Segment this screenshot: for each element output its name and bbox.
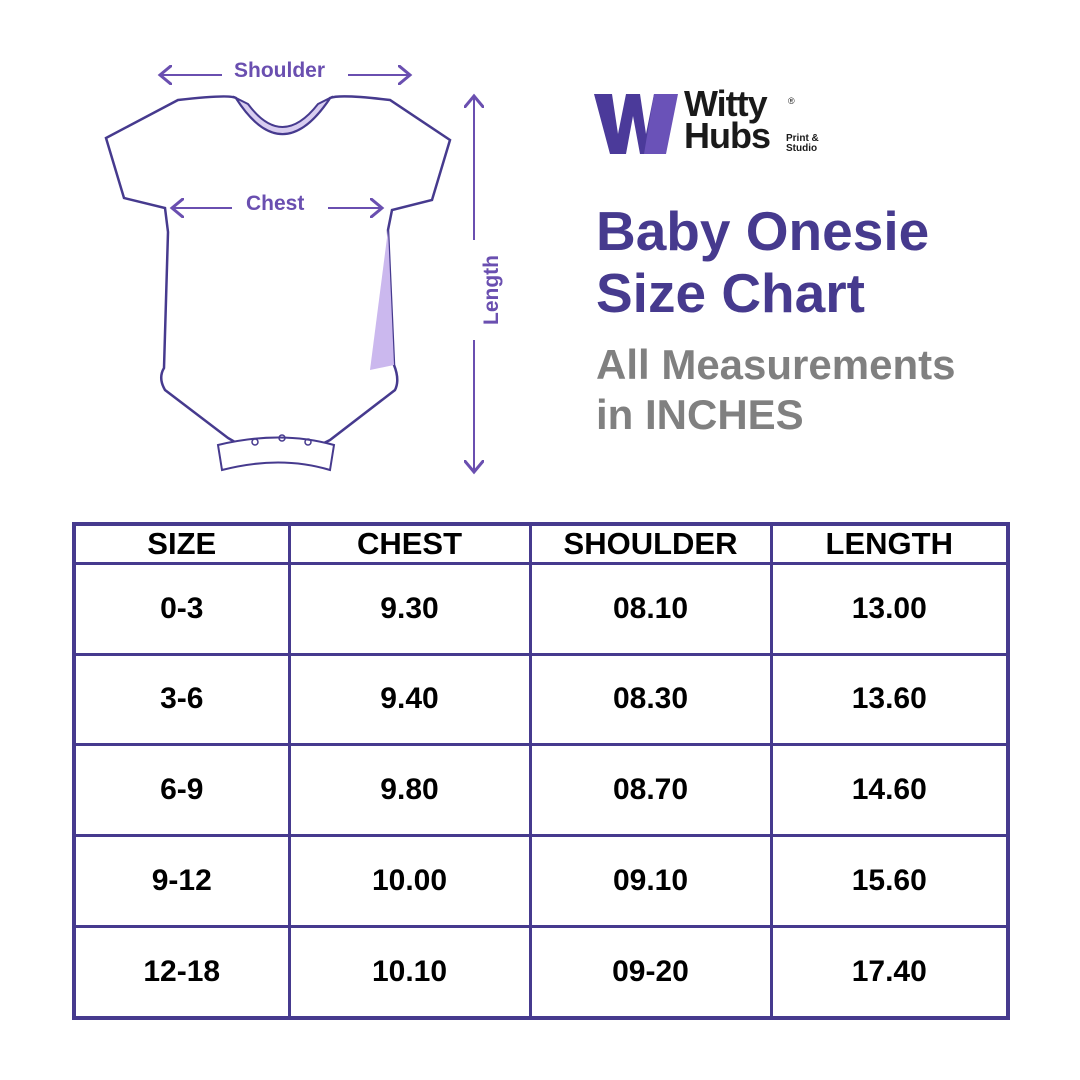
registered-mark: ® — [788, 96, 795, 106]
cell-chest: 9.80 — [287, 743, 532, 837]
table-row: 9-12 10.00 09.10 15.60 — [72, 833, 1010, 928]
header-size: SIZE — [72, 522, 291, 565]
table-header-row: SIZE CHEST SHOULDER LENGTH — [72, 522, 1010, 565]
cell-size: 0-3 — [72, 562, 291, 656]
cell-length: 15.60 — [769, 833, 1010, 928]
onesie-diagram — [104, 0, 488, 500]
brand-tagline: Print & Studio — [786, 133, 819, 154]
brand-name: Witty Hubs — [684, 83, 771, 156]
header-length: LENGTH — [769, 522, 1010, 565]
cell-length: 13.60 — [769, 652, 1010, 747]
cell-shoulder: 09.10 — [528, 833, 773, 928]
table-row: 6-9 9.80 08.70 14.60 — [72, 743, 1010, 837]
logo-icon — [594, 94, 678, 154]
table-row: 0-3 9.30 08.10 13.00 — [72, 562, 1010, 656]
size-table: SIZE CHEST SHOULDER LENGTH 0-3 9.30 08.10 1… — [72, 522, 1010, 1020]
page-subtitle: All Measurements in INCHES — [596, 341, 956, 438]
cell-length: 14.60 — [769, 743, 1010, 837]
page-title: Baby Onesie Size Chart — [596, 200, 930, 324]
cell-shoulder: 08.30 — [528, 652, 773, 747]
cell-size: 12-18 — [72, 924, 291, 1020]
onesie-body — [104, 95, 452, 452]
cell-chest: 10.10 — [287, 924, 532, 1020]
length-label: Length — [480, 255, 503, 325]
chest-label: Chest — [246, 192, 305, 215]
cell-size: 6-9 — [72, 743, 291, 837]
table-row: 12-18 10.10 09-20 17.40 — [72, 924, 1010, 1020]
cell-length: 13.00 — [769, 562, 1010, 656]
cell-shoulder: 08.70 — [528, 743, 773, 837]
shoulder-label: Shoulder — [234, 59, 326, 82]
table-row: 3-6 9.40 08.30 13.60 — [72, 652, 1010, 747]
header-shoulder: SHOULDER — [528, 522, 773, 565]
cell-length: 17.40 — [769, 924, 1010, 1020]
cell-shoulder: 08.10 — [528, 562, 773, 656]
cell-shoulder: 09-20 — [528, 924, 773, 1020]
cell-size: 3-6 — [72, 652, 291, 747]
cell-chest: 10.00 — [287, 833, 532, 928]
cell-size: 9-12 — [72, 833, 291, 928]
header-chest: CHEST — [287, 522, 532, 565]
cell-chest: 9.40 — [287, 652, 532, 747]
cell-chest: 9.30 — [287, 562, 532, 656]
